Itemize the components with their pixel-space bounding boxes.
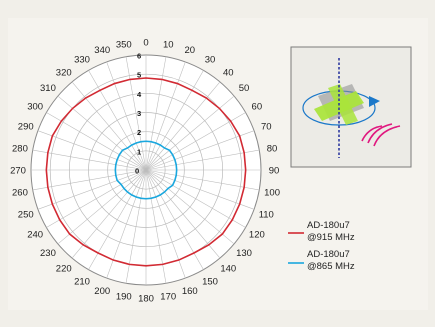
angular-grid-line	[145, 61, 186, 171]
rotation-arrow-icon	[369, 96, 380, 107]
legend-label-line2: @865 MHz	[307, 261, 355, 272]
angle-tick-label: 160	[182, 286, 198, 297]
angular-grid-line	[145, 169, 255, 210]
angle-tick-label: 300	[27, 102, 43, 113]
angle-tick-label: 230	[40, 248, 56, 259]
angle-tick-label: 210	[74, 276, 90, 287]
angle-tick-label: 250	[18, 209, 34, 220]
angular-grid-line	[145, 130, 255, 171]
radio-wave-icon	[361, 123, 401, 147]
angular-grid-line	[57, 169, 147, 245]
angular-grid-line	[145, 169, 260, 191]
angular-grid-line	[145, 149, 260, 171]
angle-tick-labels: 0 102030405060708090100110120130140150160…	[10, 38, 280, 305]
angle-tick-label: 320	[56, 67, 72, 78]
angle-tick-label: 350	[116, 39, 132, 50]
angle-tick-label: 200	[94, 286, 110, 297]
legend: AD-180u7 @915 MHz AD-180u7 @865 MHz	[288, 220, 355, 272]
radial-tick-label: 2	[137, 128, 141, 137]
angular-grid-line	[145, 169, 235, 245]
angular-grid-line	[46, 169, 147, 228]
angle-tick-label: 340	[94, 45, 110, 56]
angle-tick-label: 100	[264, 188, 280, 199]
angle-tick-label: 260	[12, 188, 28, 199]
angular-grid-line	[145, 81, 221, 171]
legend-item: AD-180u7 @865 MHz	[288, 249, 355, 272]
angle-tick-label: 20	[184, 45, 195, 56]
angular-grid-line	[145, 169, 221, 259]
angle-tick-label: 330	[74, 55, 90, 66]
angular-grid-line	[32, 169, 147, 191]
angle-tick-label: 310	[40, 83, 56, 94]
angular-grid-line	[37, 130, 147, 171]
angle-tick-label: 120	[249, 230, 265, 241]
legend-item: AD-180u7 @915 MHz	[288, 220, 355, 243]
angle-tick-label: 290	[18, 122, 34, 133]
angle-tick-label: 140	[220, 264, 236, 275]
angle-tick-label: 80	[267, 143, 278, 154]
series-layer	[45, 77, 247, 267]
angular-grid-line	[46, 112, 147, 171]
angle-tick-label: 40	[223, 67, 234, 78]
radial-tick-label: 3	[137, 109, 141, 118]
radial-tick-label: 5	[137, 71, 141, 80]
angle-tick-label: 70	[261, 122, 272, 133]
angular-grid-line	[37, 169, 147, 210]
legend-label-line1: AD-180u7	[307, 249, 350, 260]
angle-tick-label: 150	[202, 276, 218, 287]
angular-grid-line	[106, 61, 147, 171]
angular-grid-line	[71, 169, 147, 259]
angular-grid-line	[88, 70, 147, 171]
radial-tick-label: 1	[137, 147, 141, 156]
angle-tick-label: 90	[269, 166, 280, 177]
angular-grid-line	[145, 112, 246, 171]
angle-tick-label: 30	[205, 55, 216, 66]
angle-tick-label: 130	[236, 248, 252, 259]
angle-tick-label: 60	[252, 102, 263, 113]
series-line	[114, 140, 178, 200]
radial-tick-label: 0	[135, 167, 139, 176]
angle-tick-label: 50	[239, 83, 250, 94]
angle-tick-label: 110	[259, 209, 274, 220]
angle-tick-label: 180	[138, 294, 154, 305]
tag-orientation-diagram	[302, 58, 380, 158]
angular-grid-line	[145, 56, 167, 171]
angular-grid-line	[145, 169, 246, 228]
angle-tick-label: 240	[27, 230, 43, 241]
angle-tick-label: 10	[163, 39, 174, 50]
angle-tick-label: 0	[143, 38, 148, 49]
angle-tick-label: 220	[56, 264, 72, 275]
angular-grid-line	[32, 149, 147, 171]
angle-tick-label: 270	[10, 166, 26, 177]
angular-grid-line	[145, 70, 204, 171]
antenna-orientation-inset	[290, 46, 412, 168]
angle-tick-label: 190	[116, 292, 132, 303]
angle-tick-label: 170	[160, 292, 176, 303]
angular-grid-line	[71, 81, 147, 171]
tag-element	[328, 84, 358, 125]
angle-tick-label: 280	[12, 143, 28, 154]
legend-label-line2: @915 MHz	[307, 232, 355, 243]
series-line	[45, 77, 247, 267]
radial-tick-labels: 0 1 2 3 4 5 6	[135, 52, 142, 176]
angular-grid-line	[125, 56, 147, 171]
radial-tick-label: 4	[137, 90, 142, 99]
legend-label-line1: AD-180u7	[307, 220, 350, 231]
polar-grid	[30, 54, 262, 286]
radial-tick-label: 6	[137, 52, 141, 61]
